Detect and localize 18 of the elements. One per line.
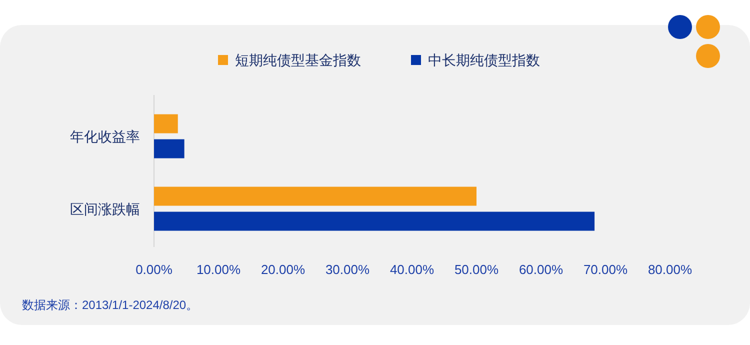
bar bbox=[154, 186, 476, 206]
bar bbox=[154, 114, 178, 134]
x-tick-label: 40.00% bbox=[390, 262, 434, 277]
x-tick-label: 20.00% bbox=[260, 262, 306, 277]
y-tick-label: 区间涨跌幅 bbox=[70, 200, 140, 217]
x-tick-label: 10.00% bbox=[196, 262, 241, 277]
bar bbox=[154, 212, 595, 231]
x-tick-label: 70.00% bbox=[583, 262, 628, 277]
x-tick-label: 60.00% bbox=[518, 262, 564, 277]
x-tick-label: 50.00% bbox=[454, 262, 499, 277]
bar bbox=[154, 139, 184, 158]
legend-label: 中长期纯债型指数 bbox=[428, 52, 540, 68]
legend-label: 短期纯债型基金指数 bbox=[235, 52, 361, 68]
y-tick-label: 年化收益率 bbox=[70, 128, 140, 144]
x-tick-label: 30.00% bbox=[325, 262, 370, 277]
x-tick-label: 0.00% bbox=[136, 262, 173, 277]
x-tick-label: 80.00% bbox=[648, 262, 692, 277]
source-note: 数据来源：2013/1/1-2024/8/20。 bbox=[22, 298, 198, 312]
